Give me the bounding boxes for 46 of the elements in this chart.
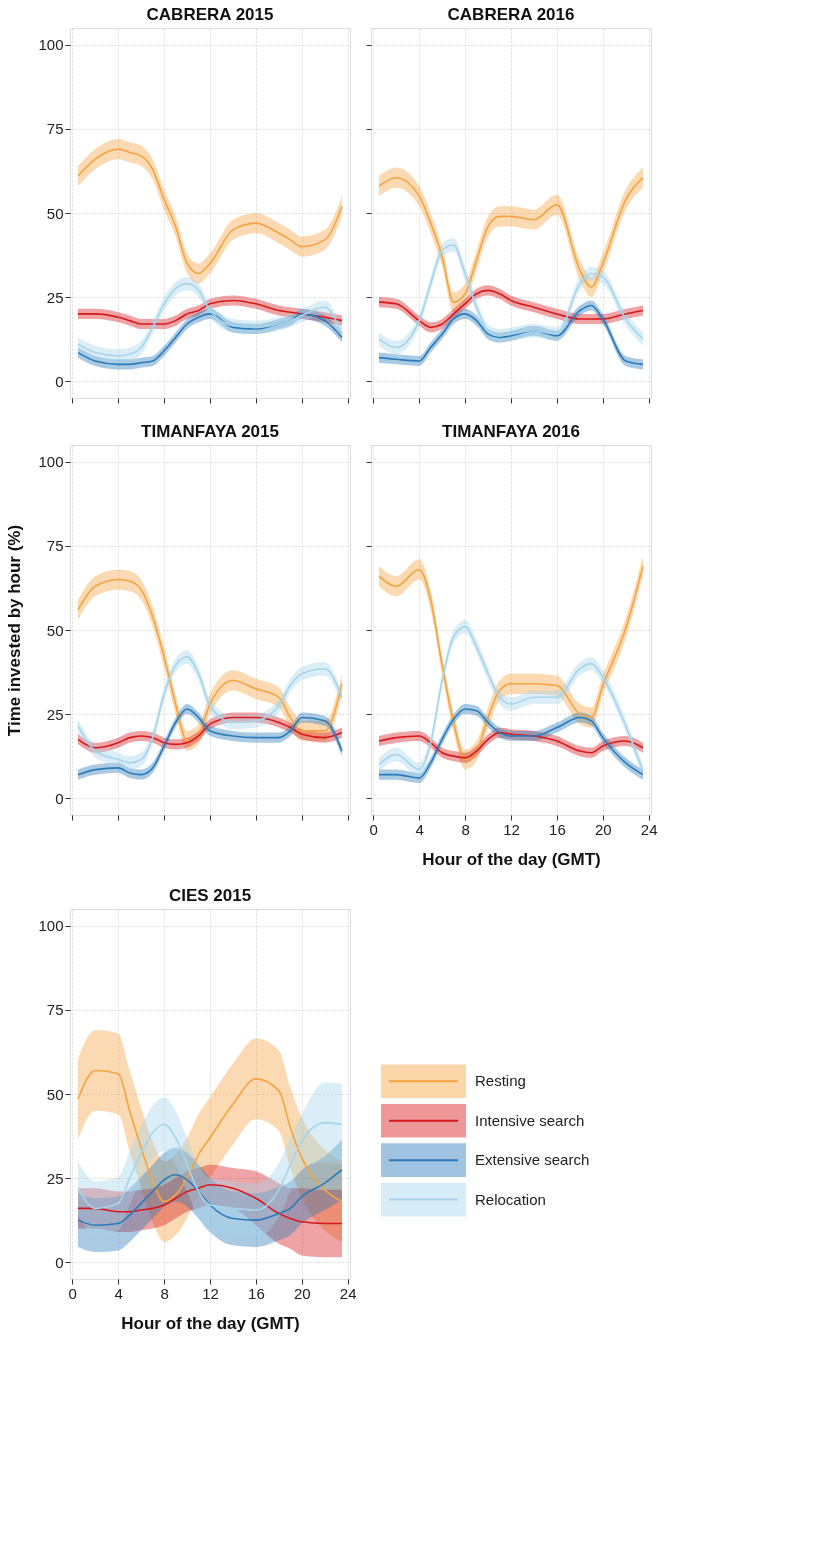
y-axis-title: Time invested by hour (%) xyxy=(5,524,25,737)
x-tick-label: 0 xyxy=(369,820,378,838)
x-tick-label: 8 xyxy=(160,1284,169,1302)
x-tick-label: 16 xyxy=(248,1284,265,1302)
legend-label: Resting xyxy=(475,1072,526,1090)
legend-label: Relocation xyxy=(475,1190,546,1208)
y-tick-label: 50 xyxy=(46,204,64,222)
x-tick-label: 20 xyxy=(293,1284,311,1302)
y-tick-label: 100 xyxy=(38,453,64,471)
line-series xyxy=(77,299,343,325)
x-tick-label: 24 xyxy=(640,820,658,838)
y-tick-label: 25 xyxy=(46,288,64,306)
x-tick-label: 4 xyxy=(415,820,424,838)
chart-title: CIES 2015 xyxy=(168,886,252,905)
chart-title: CABRERA 2016 xyxy=(447,5,575,24)
line-series xyxy=(77,1121,343,1211)
y-tick-label: 100 xyxy=(38,36,64,54)
x-tick-label: 24 xyxy=(339,1284,357,1302)
x-tick-label: 16 xyxy=(549,820,566,838)
y-tick-label: 75 xyxy=(46,1001,64,1019)
legend-label: Intensive search xyxy=(475,1111,585,1129)
y-tick-label: 75 xyxy=(46,120,64,138)
x-tick-label: 8 xyxy=(461,820,470,838)
y-tick-label: 0 xyxy=(55,789,64,807)
chart-title: CABRERA 2015 xyxy=(146,5,274,24)
x-tick-label: 0 xyxy=(68,1284,77,1302)
x-tick-label: 4 xyxy=(114,1284,123,1302)
chart-title: TIMANFAYA 2016 xyxy=(442,422,580,441)
line-series xyxy=(77,1069,343,1203)
y-tick-label: 25 xyxy=(46,705,64,723)
y-tick-label: 75 xyxy=(46,537,64,555)
x-axis-title: Hour of the day (GMT) xyxy=(121,1313,300,1333)
y-tick-label: 50 xyxy=(46,621,64,639)
y-tick-label: 0 xyxy=(55,1253,64,1271)
x-tick-label: 12 xyxy=(202,1284,219,1302)
x-tick-label: 12 xyxy=(503,820,520,838)
y-tick-label: 50 xyxy=(46,1085,64,1103)
line-series xyxy=(77,1184,343,1225)
chart-title: TIMANFAYA 2015 xyxy=(141,422,279,441)
line-series xyxy=(77,1168,343,1226)
legend-label: Extensive search xyxy=(475,1151,590,1169)
y-tick-label: 25 xyxy=(46,1169,64,1187)
x-axis-title: Hour of the day (GMT) xyxy=(422,849,601,869)
y-tick-label: 0 xyxy=(55,372,64,390)
x-tick-label: 20 xyxy=(594,820,612,838)
y-tick-label: 100 xyxy=(38,917,64,935)
